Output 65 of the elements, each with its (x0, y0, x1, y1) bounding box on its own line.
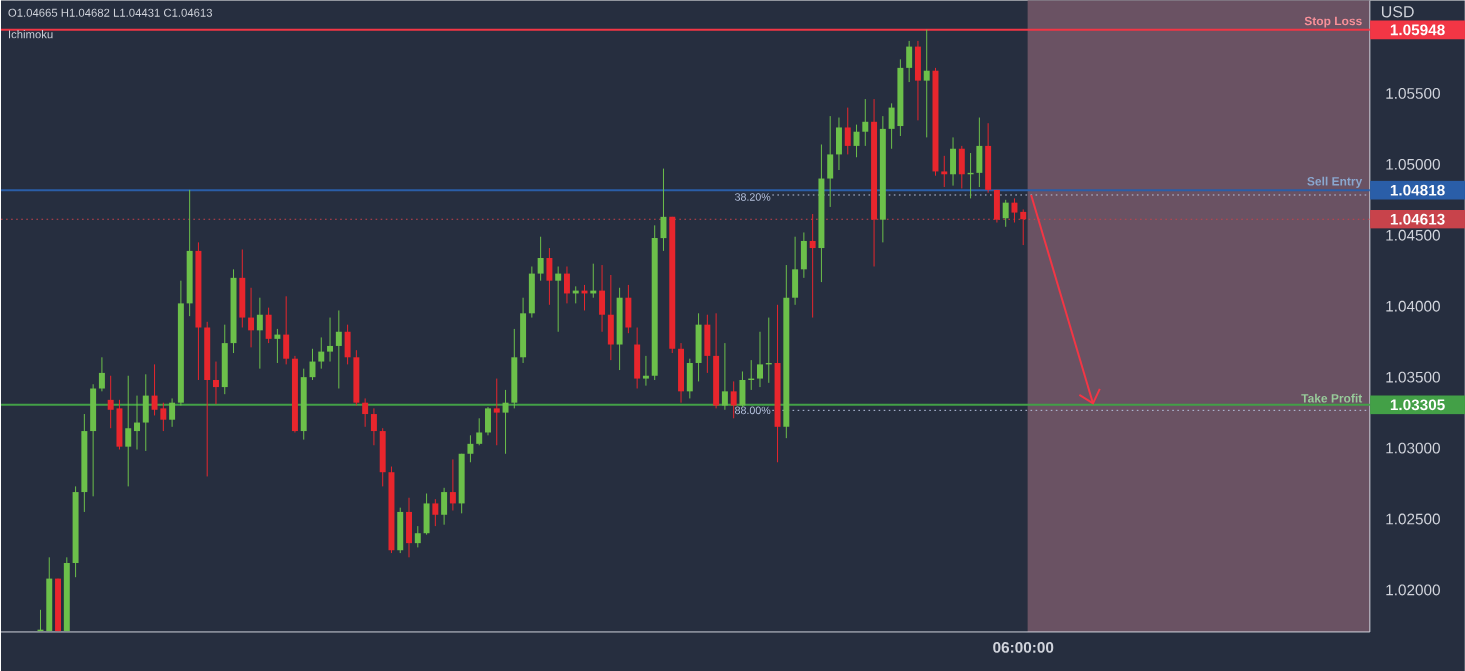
y-tick-label: 1.05000 (1386, 158, 1440, 170)
candlestick (274, 328, 281, 364)
candlestick (151, 363, 158, 416)
text: 1.04818 (1390, 184, 1445, 196)
y-tick-label: 1.03000 (1386, 442, 1440, 454)
y-tick-label: 1.02000 (1386, 584, 1440, 596)
candlestick (370, 407, 377, 446)
candlestick (730, 380, 737, 419)
candlestick (414, 525, 421, 548)
text: 1.04613 (1390, 213, 1445, 225)
candlestick (502, 389, 509, 455)
candlestick (318, 336, 325, 370)
candlestick (844, 107, 851, 155)
y-tick-label: 1.04500 (1386, 229, 1440, 241)
candlestick (555, 266, 562, 333)
candlestick (335, 310, 342, 390)
annotation: O1.04665 H1.04682 L1.04431 C1.04613 (8, 8, 213, 17)
candlestick (853, 124, 860, 158)
candlestick (642, 355, 649, 387)
annotation: 38.20% (734, 193, 771, 201)
candlestick (563, 266, 570, 304)
candlestick (432, 498, 439, 527)
candlestick (1002, 199, 1009, 228)
x-tick-label: 06:00:00 (993, 642, 1054, 653)
candlestick (134, 395, 140, 451)
y-tick-label: 1.02500 (1386, 513, 1440, 525)
y-axis-title: USD (1381, 6, 1414, 18)
candlestick (160, 402, 167, 432)
y-tick-label: 1.04000 (1386, 300, 1440, 312)
y-tick-label: 1.03500 (1386, 371, 1440, 383)
candlestick (1011, 197, 1018, 224)
candlestick (441, 487, 448, 526)
candlestick (923, 29, 930, 138)
ref-line-label: Take Profit (1301, 393, 1363, 403)
candlestick (248, 287, 255, 348)
candlestick (862, 98, 869, 147)
candlestick (660, 168, 667, 252)
candlestick (1020, 208, 1027, 246)
candlestick (546, 247, 553, 306)
candlestick (327, 317, 334, 363)
annotation: 88.00% (735, 406, 771, 415)
candlestick (362, 397, 369, 428)
candlestick (537, 236, 544, 282)
candlestick (256, 297, 263, 370)
candlestick (449, 458, 456, 512)
candlestick (809, 213, 816, 319)
ref-line-label: Sell Entry (1307, 176, 1363, 188)
candlestick (906, 40, 913, 83)
candlestick (125, 375, 132, 487)
annotation: Ichimoku (8, 30, 53, 39)
candlestick (169, 397, 176, 428)
candlestick (476, 417, 483, 446)
text: 1.05948 (1390, 24, 1445, 36)
candlestick (721, 342, 728, 411)
candlestick (941, 155, 948, 188)
candlestick (107, 375, 114, 429)
y-tick-label: 1.05500 (1386, 88, 1440, 99)
text: 1.03305 (1390, 399, 1445, 411)
candlestick (757, 331, 763, 388)
candlestick (493, 378, 500, 446)
candlestick (98, 356, 105, 392)
candlestick (213, 361, 219, 405)
ref-line-label: Stop Loss (1304, 16, 1362, 28)
candlestick (888, 102, 895, 150)
candlestick (467, 434, 474, 463)
